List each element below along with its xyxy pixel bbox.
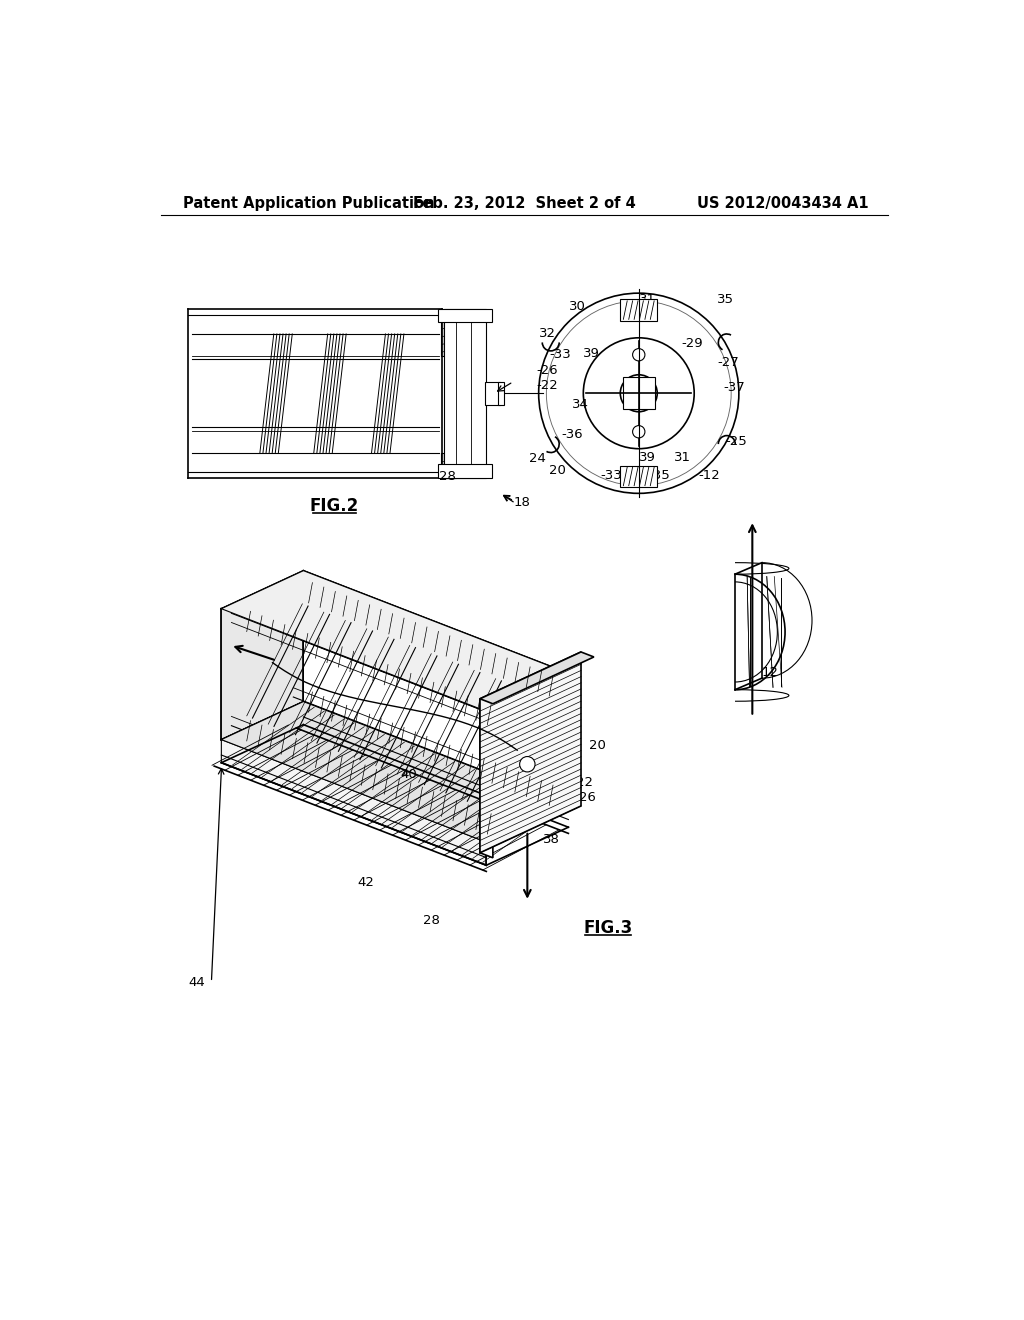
- Text: 39: 39: [639, 450, 655, 463]
- Text: -33: -33: [600, 469, 622, 482]
- Bar: [441, 453, 457, 478]
- Text: -27: -27: [717, 356, 739, 370]
- Bar: [444, 309, 486, 478]
- Text: 40: 40: [400, 768, 417, 781]
- Text: -12: -12: [698, 469, 721, 482]
- Text: 35: 35: [717, 293, 734, 306]
- Circle shape: [621, 375, 657, 412]
- Bar: [621, 466, 657, 487]
- Polygon shape: [221, 570, 568, 711]
- Text: 12: 12: [762, 667, 779, 680]
- Bar: [498, 381, 504, 405]
- Circle shape: [519, 756, 536, 772]
- Text: 20: 20: [589, 739, 605, 751]
- Text: -22: -22: [537, 379, 558, 392]
- Text: FIG.2: FIG.2: [310, 498, 359, 515]
- Text: 44: 44: [188, 975, 205, 989]
- Text: -33: -33: [550, 348, 571, 362]
- Bar: [438, 309, 493, 322]
- Circle shape: [539, 293, 739, 494]
- Text: 26: 26: [579, 791, 596, 804]
- Bar: [623, 378, 655, 409]
- Text: Feb. 23, 2012  Sheet 2 of 4: Feb. 23, 2012 Sheet 2 of 4: [414, 195, 636, 211]
- Bar: [621, 300, 657, 321]
- Text: 30: 30: [569, 300, 587, 313]
- Text: 39: 39: [584, 347, 600, 360]
- Text: US 2012/0043434 A1: US 2012/0043434 A1: [696, 195, 868, 211]
- Text: 22: 22: [575, 776, 593, 788]
- Polygon shape: [480, 698, 493, 858]
- Polygon shape: [221, 701, 568, 842]
- Circle shape: [633, 425, 645, 438]
- Polygon shape: [221, 609, 486, 842]
- Text: 34: 34: [571, 399, 589, 412]
- Bar: [441, 314, 457, 356]
- Text: -35: -35: [648, 469, 670, 482]
- Circle shape: [633, 348, 645, 360]
- Text: 31: 31: [639, 293, 655, 306]
- Text: -26: -26: [537, 363, 558, 376]
- Text: -36: -36: [562, 428, 584, 441]
- Text: 32: 32: [539, 327, 556, 341]
- Text: 18: 18: [514, 496, 530, 510]
- Polygon shape: [221, 701, 568, 842]
- Text: 38: 38: [544, 833, 560, 846]
- Text: 20: 20: [549, 463, 565, 477]
- Text: FIG.3: FIG.3: [584, 920, 633, 937]
- Circle shape: [584, 338, 694, 449]
- Text: -25: -25: [726, 436, 748, 449]
- Text: 28: 28: [423, 915, 440, 927]
- Text: Patent Application Publication: Patent Application Publication: [183, 195, 434, 211]
- Text: -37: -37: [724, 381, 745, 395]
- Bar: [438, 465, 493, 478]
- Bar: [484, 381, 500, 405]
- Polygon shape: [480, 652, 581, 853]
- Polygon shape: [480, 652, 594, 704]
- Polygon shape: [221, 739, 486, 866]
- Text: 42: 42: [357, 875, 375, 888]
- Text: -29: -29: [681, 337, 702, 350]
- Text: 31: 31: [674, 450, 691, 463]
- Text: 28: 28: [438, 470, 456, 483]
- Circle shape: [547, 301, 731, 486]
- Polygon shape: [221, 570, 303, 739]
- Text: 24: 24: [529, 453, 546, 465]
